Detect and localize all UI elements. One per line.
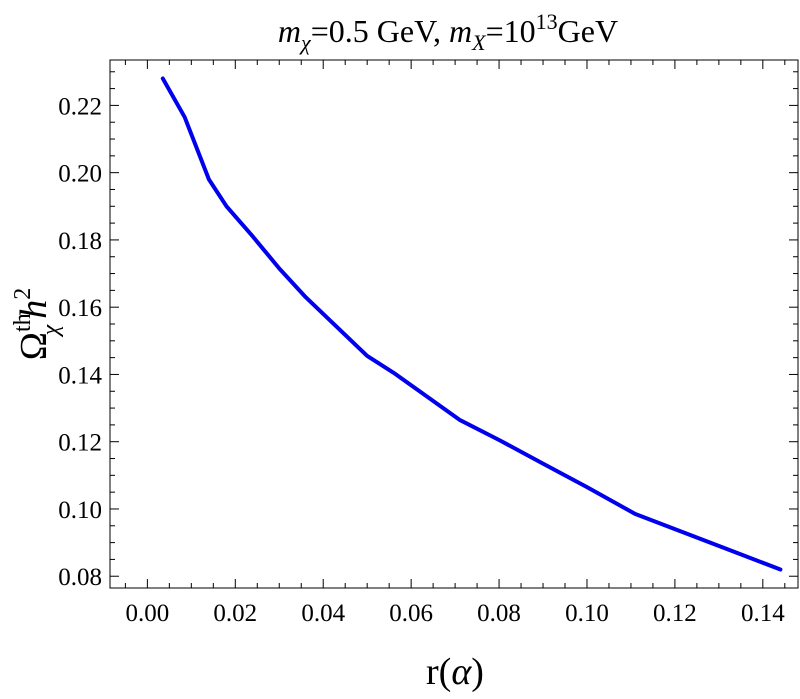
x-axis-label: r(α) <box>426 651 484 693</box>
y-axis-label-subscript: χ <box>38 323 64 337</box>
title-m1-subscript: χ <box>299 30 312 55</box>
x-tick-label: 0.08 <box>477 600 521 627</box>
y-axis-label-superscript: th <box>10 313 36 332</box>
x-axis-label-symbol: α <box>451 651 472 693</box>
y-axis-label-symbol: Ω <box>13 332 55 360</box>
y-tick-label: 0.08 <box>58 564 102 591</box>
title-m2-value: =10 <box>486 13 536 49</box>
title-m1-symbol: m <box>278 13 301 49</box>
y-tick-label: 0.10 <box>58 497 102 524</box>
x-tick-label: 0.06 <box>389 600 433 627</box>
x-tick-label: 0.04 <box>301 600 345 627</box>
x-tick-label: 0.10 <box>565 600 609 627</box>
title-m1-value: =0.5 GeV, <box>311 13 449 49</box>
x-tick-label: 0.02 <box>213 600 257 627</box>
y-axis-label: Ωthχh2 <box>10 288 64 360</box>
title-m2-unit: GeV <box>558 13 618 49</box>
x-tick-label: 0.12 <box>653 600 697 627</box>
title-m2-exponent: 13 <box>536 9 558 34</box>
x-tick-label: 0.00 <box>125 600 169 627</box>
x-axis-label-suffix: ) <box>471 651 484 693</box>
plot-frame <box>109 59 799 589</box>
series-line <box>160 76 783 572</box>
title-m2-subscript: X <box>471 30 487 55</box>
x-tick-label: 0.14 <box>741 600 785 627</box>
y-tick-label: 0.18 <box>58 228 102 255</box>
axis-ticks <box>110 60 798 588</box>
x-axis-label-prefix: r( <box>426 651 451 693</box>
y-tick-label: 0.20 <box>58 161 102 188</box>
y-tick-label: 0.22 <box>58 93 102 120</box>
chart-title: mχ=0.5 GeV, mX=1013GeV <box>278 9 618 55</box>
y-tick-label: 0.14 <box>58 362 102 389</box>
y-tick-label: 0.16 <box>58 295 102 322</box>
title-m2-symbol: m <box>449 13 472 49</box>
axis-tick-labels: 0.00 0.02 0.04 0.06 0.08 0.10 0.12 0.14 0.08 0.10… <box>58 93 785 627</box>
y-tick-label: 0.12 <box>58 430 102 457</box>
y-axis-label-h: h <box>13 300 55 319</box>
y-axis-label-power: 2 <box>10 288 36 300</box>
